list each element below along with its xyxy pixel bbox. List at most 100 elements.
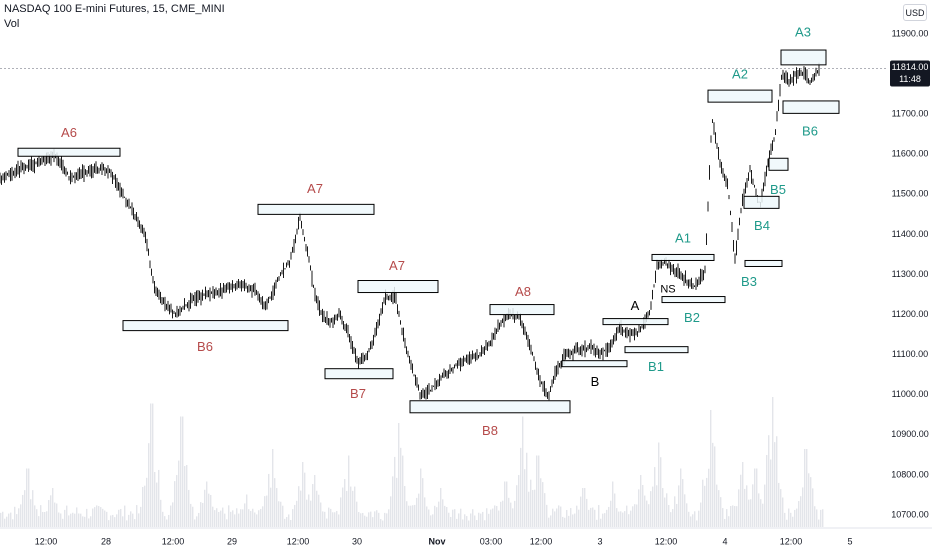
volume-bar [662,488,664,527]
volume-bar [700,502,702,527]
volume-bar [436,507,438,527]
volume-bar [352,490,354,527]
volume-bar [592,507,594,527]
volume-bar [594,509,596,527]
volume-bar [350,486,352,527]
volume-bar [358,512,360,527]
volume-bar [582,488,584,527]
volume-bar [464,514,466,527]
volume-bar [310,500,312,527]
volume-bar [272,449,274,527]
time-tick-label: 29 [227,536,237,546]
volume-bar [306,499,308,527]
volume-bar [88,518,90,527]
volume-bar [326,518,328,527]
volume-bar [490,509,492,527]
volume-bar [60,513,62,527]
volume-bar [724,518,726,527]
volume-bar [46,511,48,527]
pattern-box-a7 [357,280,439,294]
volume-bar [758,493,760,527]
volume-bar [794,509,796,527]
volume-bar [786,519,788,527]
volume-bar [324,511,326,527]
volume-bar [664,497,666,527]
volume-bar [732,505,734,527]
currency-button[interactable]: USD [903,4,927,21]
volume-bar [362,512,364,527]
volume-bar [170,505,172,527]
volume-bar [588,509,590,527]
volume-bar [58,512,60,527]
volume-bar [628,514,630,527]
volume-bar [458,513,460,527]
time-axis[interactable]: 12:00 28 12:00 29 12:00 30 Nov 03:00 12:00 3 12:00… [0,527,932,546]
volume-bar [636,504,638,527]
current-price-tag [890,60,930,87]
volume-bar [232,510,234,527]
volume-bar [98,506,100,527]
volume-bar [526,452,528,527]
volume-bar [514,500,516,527]
volume-bar [748,499,750,527]
volume-bar [698,510,700,527]
volume-bar [176,475,178,527]
volume-bar [644,495,646,527]
volume-bar [808,473,810,527]
volume-bar [476,520,478,527]
volume-bar [8,513,10,527]
annotation-label: B7 [350,386,366,401]
volume-bar [86,508,88,527]
volume-bar [812,488,814,527]
volume-bar [280,501,282,527]
volume-bar [574,513,576,527]
volume-bar [746,485,748,527]
volume-bar [388,509,390,527]
volume-bar [568,515,570,527]
volume-bar [188,489,190,527]
volume-bar [40,505,42,527]
volume-bar [226,519,228,527]
volume-bar [730,505,732,527]
volume-bar [538,455,540,527]
volume-bar [220,510,222,527]
volume-bar [722,508,724,527]
volume-bar [754,468,756,527]
volume-bar [522,416,524,527]
volume-bar [714,446,716,527]
volume-bar [768,435,770,527]
volume-bar [230,511,232,527]
volume-bar [136,505,138,527]
volume-bar [276,488,278,527]
volume-bar [570,508,572,527]
annotation-label: A1 [675,231,691,246]
volume-bar [120,508,122,527]
volume-bar [130,511,132,527]
volume-bar [236,508,238,527]
volume-bar [50,495,52,527]
volume-bar [766,454,768,527]
current-price-value: 11814.00 [892,62,929,72]
volume-bar [282,505,284,527]
volume-bar [804,449,806,527]
volume-bar [440,488,442,527]
volume-bar [666,493,668,527]
volume-bar [274,478,276,527]
symbol-title[interactable]: NASDAQ 100 E-mini Futures, 15, CME_MINI [4,3,225,15]
annotation-label: NS [660,284,675,296]
volume-bar [572,514,574,527]
volume-bar [762,503,764,527]
volume-indicator-label[interactable]: Vol [4,18,20,30]
annotation-label: B6 [197,339,213,354]
annotation-label: B8 [482,423,498,438]
volume-bar [404,486,406,527]
volume-bar [534,489,536,527]
volume-bar [738,489,740,527]
volume-bar [174,481,176,527]
price-axis[interactable]: 10700.00 10800.00 10900.00 11000.00 11100.00… [890,28,930,519]
volume-bar [744,488,746,527]
volume-bar [268,473,270,527]
volume-bar [228,505,230,527]
